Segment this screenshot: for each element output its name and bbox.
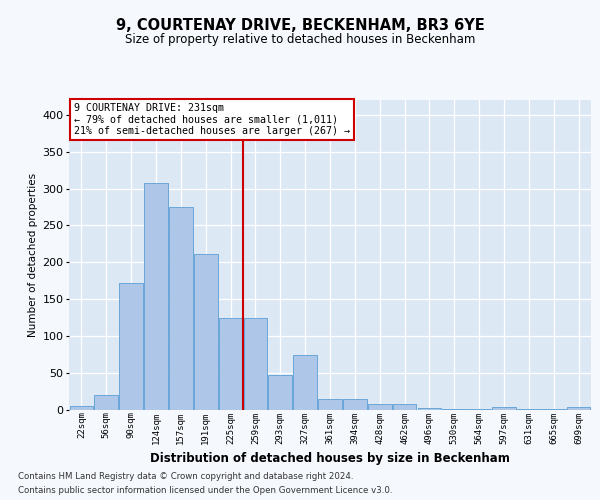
Bar [393,404,416,410]
Bar [194,254,218,410]
Bar [567,407,590,410]
Bar [492,407,516,410]
Bar [144,182,168,410]
Y-axis label: Number of detached properties: Number of detached properties [28,173,38,337]
Text: 9, COURTENAY DRIVE, BECKENHAM, BR3 6YE: 9, COURTENAY DRIVE, BECKENHAM, BR3 6YE [116,18,484,32]
Bar [119,283,143,410]
Bar [169,207,193,410]
Bar [368,404,392,410]
Bar [70,406,93,410]
Bar [244,318,267,410]
X-axis label: Distribution of detached houses by size in Beckenham: Distribution of detached houses by size … [150,452,510,465]
Bar [219,318,242,410]
Bar [94,394,118,410]
Text: 9 COURTENAY DRIVE: 231sqm
← 79% of detached houses are smaller (1,011)
21% of se: 9 COURTENAY DRIVE: 231sqm ← 79% of detac… [74,103,350,136]
Text: Contains public sector information licensed under the Open Government Licence v3: Contains public sector information licen… [18,486,392,495]
Text: Contains HM Land Registry data © Crown copyright and database right 2024.: Contains HM Land Registry data © Crown c… [18,472,353,481]
Text: Size of property relative to detached houses in Beckenham: Size of property relative to detached ho… [125,32,475,46]
Bar [343,399,367,410]
Bar [318,399,342,410]
Bar [293,354,317,410]
Bar [418,408,441,410]
Bar [268,374,292,410]
